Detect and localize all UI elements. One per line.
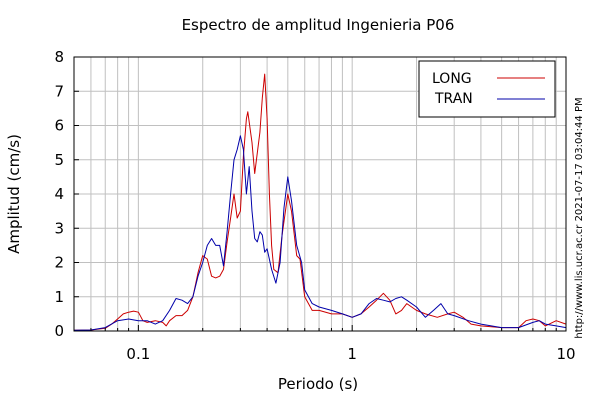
y-tick-label: 5 <box>54 151 64 169</box>
grid <box>73 56 566 332</box>
x-tick-label: 0.1 <box>126 345 150 363</box>
y-tick-label: 2 <box>54 254 64 272</box>
y-tick-label: 1 <box>54 288 64 306</box>
y-tick-label: 3 <box>54 219 64 237</box>
y-tick-label: 6 <box>54 117 64 135</box>
y-tick-label: 4 <box>54 185 64 203</box>
legend: LONG TRAN <box>418 60 556 118</box>
y-tick-label: 0 <box>54 322 64 340</box>
y-tick-label: 7 <box>54 82 64 100</box>
y-axis-label: Amplitud (cm/s) <box>5 134 23 254</box>
legend-label-tran: TRAN <box>434 91 473 107</box>
x-tick-label: 1 <box>347 345 357 363</box>
series-line-tran <box>73 135 567 331</box>
ticks <box>73 56 557 332</box>
x-tick-label: 10 <box>556 345 575 363</box>
x-axis-label: Periodo (s) <box>278 375 358 393</box>
legend-box <box>418 60 556 118</box>
side-stamp: http://www.lis.ucr.ac.cr 2021-07-17 03:0… <box>574 97 585 338</box>
legend-label-long: LONG <box>432 71 472 87</box>
series-line-long <box>73 73 567 331</box>
tick-labels: 0 1 2 3 4 5 6 7 8 0.1 1 10 <box>54 48 575 363</box>
chart-title: Espectro de amplitud Ingenieria P06 <box>182 16 455 34</box>
series-layer <box>73 73 567 331</box>
y-tick-label: 8 <box>54 48 64 66</box>
